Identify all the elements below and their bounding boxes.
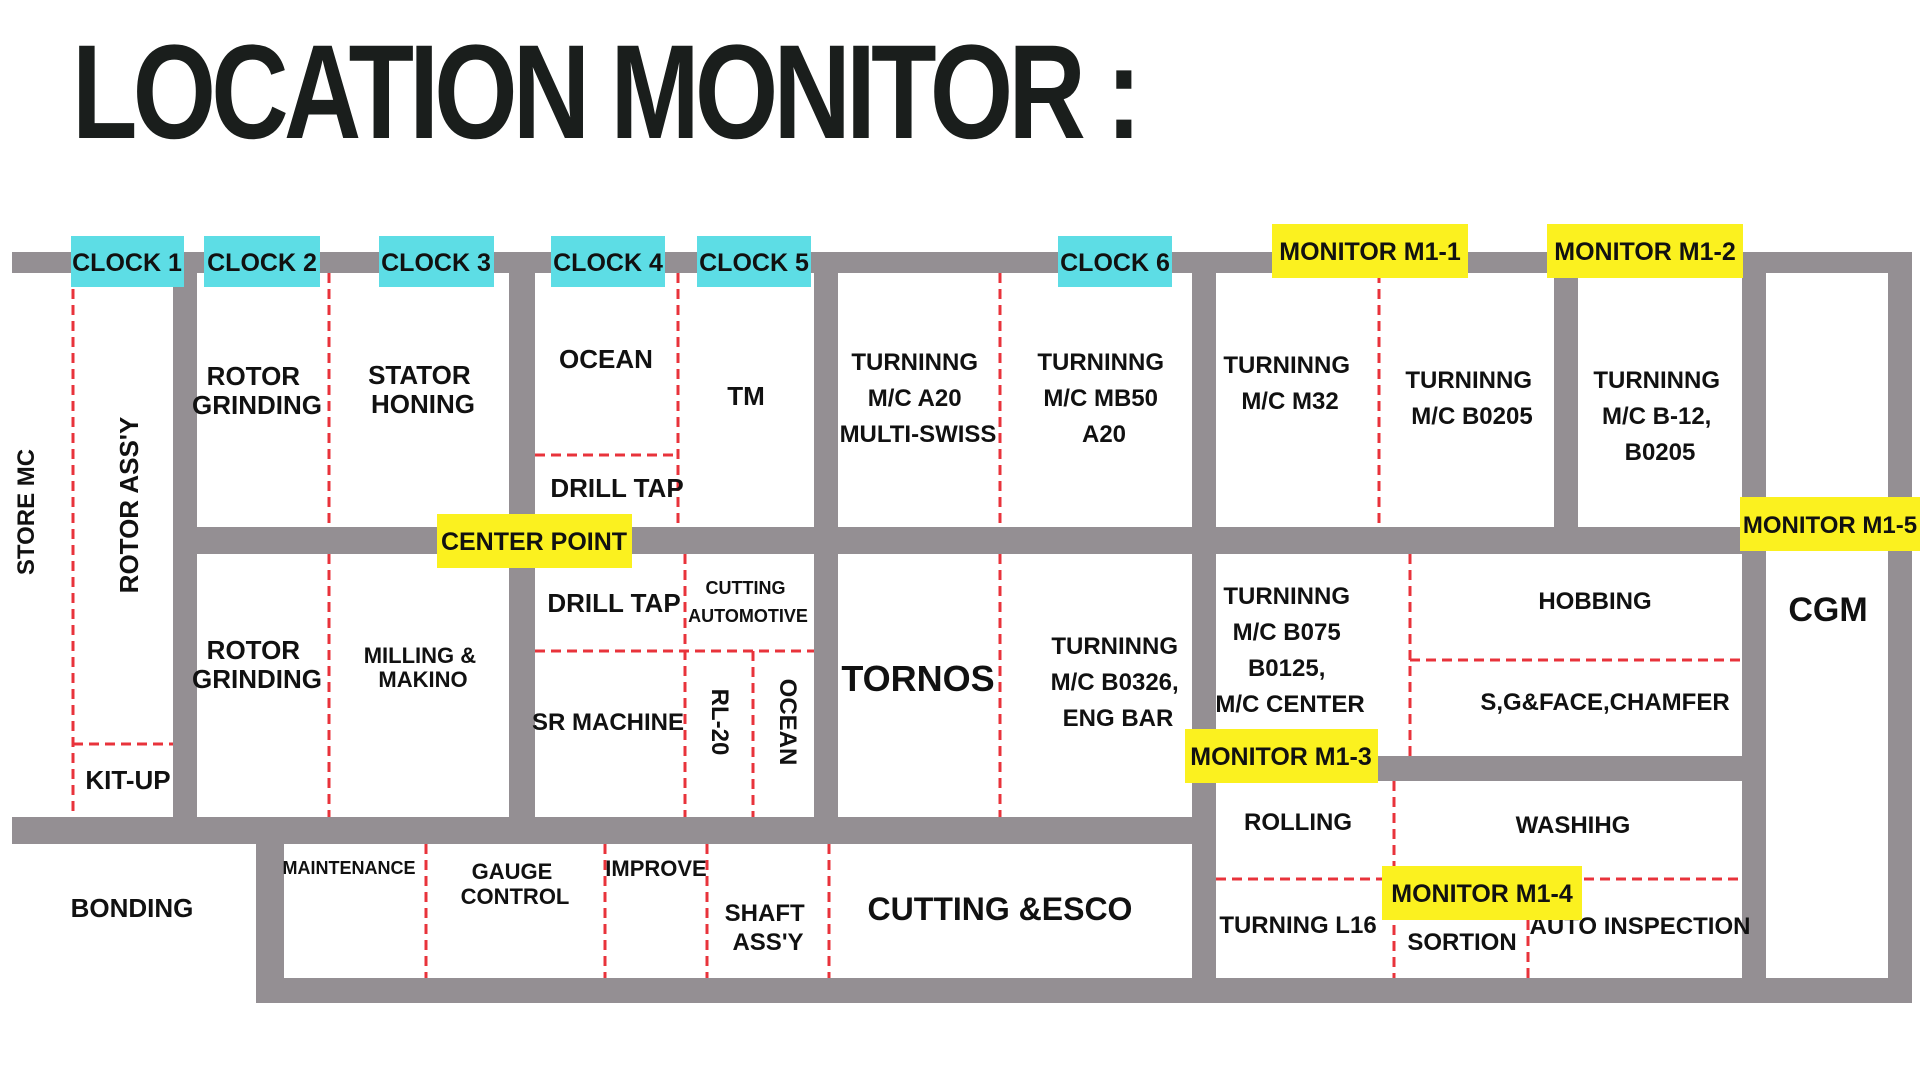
svg-text:MONITOR M1-5: MONITOR M1-5: [1743, 512, 1917, 539]
area-label-maintenance: MAINTENANCE: [283, 858, 416, 878]
area-label-ocean-bottom: OCEAN: [774, 679, 801, 766]
svg-text:CENTER POINT: CENTER POINT: [441, 528, 627, 556]
clock-tag[interactable]: CLOCK 5: [697, 236, 811, 287]
area-label-tornos: TORNOS: [841, 658, 994, 699]
area-label-turning-mb50: TURNINNG M/C MB50 A20: [1037, 349, 1170, 448]
area-label-stator-honing: STATOR HONING: [368, 360, 478, 419]
area-label-turning-b0205: TURNINNG M/C B0205: [1405, 367, 1538, 430]
svg-text:MONITOR M1-1: MONITOR M1-1: [1279, 238, 1461, 266]
monitor-tags: MONITOR M1-1 MONITOR M1-2 MONITOR M1-3 M…: [437, 224, 1920, 920]
area-label-turning-l16: TURNING L16: [1219, 912, 1376, 939]
area-label-shaft-assy: SHAFT ASS'Y: [725, 900, 812, 956]
area-label-turning-b12: TURNINNG M/C B-12, B0205: [1593, 367, 1726, 466]
center-point-tag[interactable]: CENTER POINT: [437, 514, 632, 568]
area-label-bonding: BONDING: [71, 893, 194, 923]
area-labels: STORE MC ROTOR ASS'Y KIT-UP ROTOR GRINDI…: [13, 344, 1868, 956]
area-label-sg-face-chamfer: S,G&FACE,CHAMFER: [1480, 689, 1729, 716]
area-label-drill-tap-bottom: DRILL TAP: [547, 588, 680, 618]
area-label-rotor-grinding-bottom: ROTOR GRINDING: [192, 635, 322, 694]
wall: [173, 260, 197, 817]
area-label-rl-20: RL-20: [706, 689, 733, 756]
svg-text:CLOCK 5: CLOCK 5: [699, 249, 809, 277]
wall: [256, 978, 1912, 1003]
area-label-tm: TM: [727, 381, 765, 411]
svg-text:CLOCK 1: CLOCK 1: [72, 249, 182, 277]
wall: [12, 817, 1192, 844]
area-label-improve: IMPROVE: [605, 856, 706, 881]
area-label-sr-machine: SR MACHINE: [532, 709, 684, 736]
area-label-turning-b0326: TURNINNG M/C B0326, ENG BAR: [1051, 633, 1186, 732]
area-label-rotor-grinding-top: ROTOR GRINDING: [192, 361, 322, 420]
area-label-rolling: ROLLING: [1244, 809, 1352, 836]
svg-text:CLOCK 4: CLOCK 4: [553, 249, 663, 277]
svg-text:MONITOR M1-2: MONITOR M1-2: [1554, 238, 1736, 266]
area-label-rotor-assy: ROTOR ASS'Y: [114, 417, 144, 594]
monitor-tag-m1-3[interactable]: MONITOR M1-3: [1185, 729, 1378, 783]
area-label-turning-a20: TURNINNG M/C A20 MULTI-SWISS: [840, 349, 997, 448]
monitor-tag-m1-4[interactable]: MONITOR M1-4: [1382, 866, 1582, 920]
svg-text:MONITOR M1-3: MONITOR M1-3: [1190, 743, 1372, 771]
wall: [1192, 260, 1216, 1003]
monitor-tag-m1-5[interactable]: MONITOR M1-5: [1740, 497, 1920, 551]
wall: [1888, 260, 1912, 1003]
wall: [814, 260, 838, 817]
clock-tag[interactable]: CLOCK 6: [1058, 236, 1172, 287]
svg-text:MONITOR M1-4: MONITOR M1-4: [1391, 880, 1573, 908]
svg-text:CLOCK 2: CLOCK 2: [207, 249, 317, 277]
area-label-milling-makino: MILLING & MAKINO: [364, 643, 483, 692]
area-label-drill-tap-top: DRILL TAP: [550, 473, 683, 503]
area-label-sortion: SORTION: [1407, 929, 1516, 956]
wall: [256, 830, 284, 1003]
page-title: LOCATION MONITOR :: [72, 18, 1142, 167]
dividers: [71, 273, 1742, 978]
area-label-ocean-top: OCEAN: [559, 344, 653, 374]
clock-tag[interactable]: CLOCK 2: [204, 236, 320, 287]
area-label-cutting-esco: CUTTING &ESCO: [868, 891, 1133, 927]
area-label-washihg: WASHIHG: [1516, 812, 1631, 839]
area-label-turning-b075: TURNINNG M/C B075 B0125, M/C CENTER: [1215, 583, 1364, 718]
area-label-hobbing: HOBBING: [1538, 588, 1651, 615]
area-label-store-mc: STORE MC: [13, 449, 40, 575]
clock-tags: CLOCK 1 CLOCK 2 CLOCK 3 CLOCK 4 CLOCK 5 …: [71, 236, 1172, 287]
area-label-cgm: CGM: [1788, 591, 1867, 629]
wall: [1554, 260, 1578, 527]
svg-text:CLOCK 6: CLOCK 6: [1060, 249, 1170, 277]
wall: [196, 527, 1746, 554]
monitor-tag-m1-2[interactable]: MONITOR M1-2: [1547, 224, 1743, 278]
area-label-turning-m32: TURNINNG M/C M32: [1223, 352, 1356, 415]
svg-text:CLOCK 3: CLOCK 3: [381, 249, 491, 277]
area-label-gauge-control: GAUGE CONTROL: [461, 859, 570, 909]
clock-tag[interactable]: CLOCK 4: [551, 236, 665, 287]
clock-tag[interactable]: CLOCK 1: [71, 236, 184, 287]
wall: [1742, 260, 1766, 1003]
clock-tag[interactable]: CLOCK 3: [379, 236, 494, 287]
monitor-tag-m1-1[interactable]: MONITOR M1-1: [1272, 224, 1468, 278]
area-label-kit-up: KIT-UP: [85, 765, 170, 795]
area-label-cutting-automotive: CUTTING AUTOMOTIVE: [688, 578, 808, 626]
